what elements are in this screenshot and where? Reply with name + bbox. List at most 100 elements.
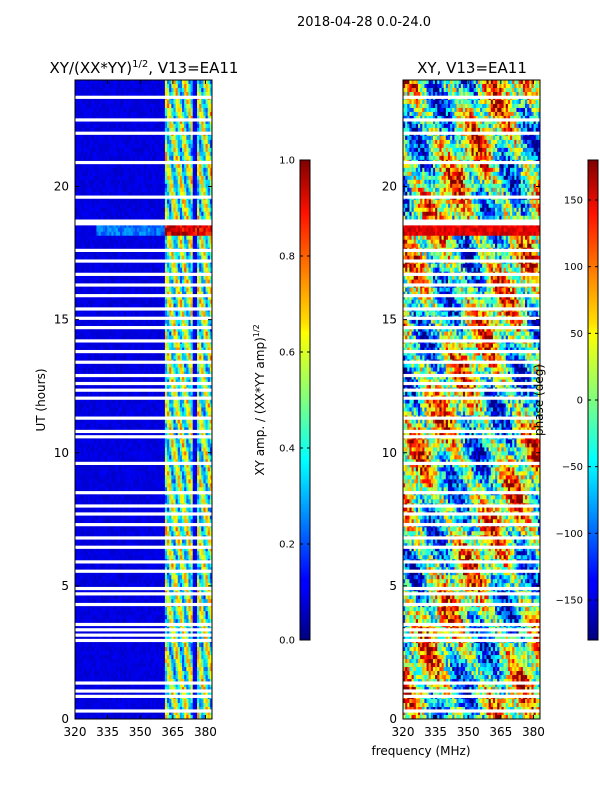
heatmap-cell	[156, 355, 160, 361]
heatmap-cell	[203, 191, 207, 197]
heatmap-cell	[77, 207, 80, 213]
heatmap-cell	[188, 119, 192, 125]
heatmap-cell	[158, 363, 162, 369]
heatmap-cell	[188, 171, 192, 177]
heatmap-cell	[92, 351, 95, 357]
heatmap-cell	[128, 143, 132, 149]
heatmap-cell	[124, 80, 127, 85]
heatmap-cell	[85, 331, 89, 337]
heatmap-cell	[190, 251, 194, 257]
heatmap-cell	[199, 355, 202, 361]
heatmap-cell	[205, 80, 209, 85]
heatmap-cell	[102, 143, 106, 149]
heatmap-cell	[132, 231, 136, 237]
heatmap-cell	[209, 227, 212, 233]
heatmap-cell	[92, 183, 95, 189]
heatmap-cell	[175, 351, 179, 357]
heatmap-cell	[184, 167, 187, 173]
heatmap-cell	[167, 115, 170, 121]
heatmap-cell	[139, 311, 142, 317]
heatmap-cell	[186, 103, 190, 109]
heatmap-cell	[156, 187, 160, 193]
heatmap-cell	[102, 319, 106, 325]
heatmap-cell	[156, 367, 160, 373]
heatmap-cell	[143, 251, 147, 257]
heatmap-cell	[154, 279, 157, 285]
heatmap-cell	[126, 83, 130, 89]
heatmap-cell	[94, 163, 98, 169]
heatmap-cell	[100, 147, 104, 153]
heatmap-cell	[124, 331, 127, 337]
heatmap-cell	[171, 167, 175, 173]
heatmap-cell	[134, 383, 138, 389]
heatmap-cell	[190, 291, 194, 297]
heatmap-cell	[79, 99, 83, 105]
heatmap-cell	[115, 115, 119, 121]
heatmap-cell	[98, 231, 102, 237]
heatmap-cell	[134, 87, 138, 93]
heatmap-cell	[124, 167, 127, 173]
heatmap-cell	[205, 235, 209, 241]
heatmap-cell	[109, 383, 112, 389]
heatmap-cell	[137, 375, 140, 381]
heatmap-cell	[188, 323, 192, 329]
heatmap-cell	[186, 135, 190, 141]
heatmap-cell	[126, 155, 130, 161]
heatmap-cell	[119, 143, 123, 149]
heatmap-cell	[128, 107, 132, 113]
heatmap-cell	[77, 367, 80, 373]
heatmap-cell	[209, 363, 212, 369]
heatmap-cell	[124, 319, 127, 325]
heatmap-cell	[113, 139, 117, 145]
heatmap-cell	[102, 139, 106, 145]
heatmap-cell	[201, 107, 205, 113]
heatmap-cell	[152, 123, 155, 129]
heatmap-cell	[156, 287, 160, 293]
heatmap-cell	[169, 263, 172, 269]
heatmap-cell	[124, 383, 127, 389]
heatmap-cell	[128, 295, 132, 301]
heatmap-cell	[98, 311, 102, 317]
heatmap-cell	[126, 267, 130, 273]
heatmap-cell	[199, 91, 202, 97]
heatmap-cell	[162, 171, 166, 177]
heatmap-cell	[98, 287, 102, 293]
heatmap-cell	[182, 251, 185, 257]
heatmap-cell	[152, 211, 155, 217]
heatmap-cell	[96, 351, 100, 357]
heatmap-cell	[98, 319, 102, 325]
heatmap-cell	[113, 80, 117, 85]
heatmap-cell	[197, 207, 200, 213]
heatmap-cell	[182, 351, 185, 357]
heatmap-cell	[152, 147, 155, 153]
heatmap-cell	[173, 223, 177, 229]
heatmap-cell	[177, 123, 181, 129]
heatmap-cell	[167, 355, 170, 361]
heatmap-cell	[192, 115, 196, 121]
heatmap-cell	[177, 367, 181, 373]
heatmap-cell	[83, 127, 87, 133]
heatmap-cell	[96, 175, 100, 181]
heatmap-cell	[199, 227, 202, 233]
heatmap-cell	[89, 107, 93, 113]
heatmap-cell	[141, 319, 145, 325]
heatmap-cell	[83, 299, 87, 305]
heatmap-cell	[109, 331, 112, 337]
heatmap-cell	[197, 99, 200, 105]
heatmap-cell	[102, 367, 106, 373]
heatmap-cell	[75, 135, 78, 141]
heatmap-cell	[194, 139, 198, 145]
heatmap-cell	[98, 179, 102, 185]
heatmap-cell	[141, 179, 145, 185]
heatmap-cell	[199, 275, 202, 281]
heatmap-cell	[190, 223, 194, 229]
heatmap-cell	[162, 163, 166, 169]
heatmap-cell	[209, 163, 212, 169]
heatmap-cell	[164, 251, 168, 257]
heatmap-cell	[177, 203, 181, 209]
heatmap-cell	[107, 363, 110, 369]
heatmap-cell	[203, 187, 207, 193]
heatmap-cell	[149, 175, 153, 181]
heatmap-cell	[171, 331, 175, 337]
heatmap-cell	[162, 155, 166, 161]
